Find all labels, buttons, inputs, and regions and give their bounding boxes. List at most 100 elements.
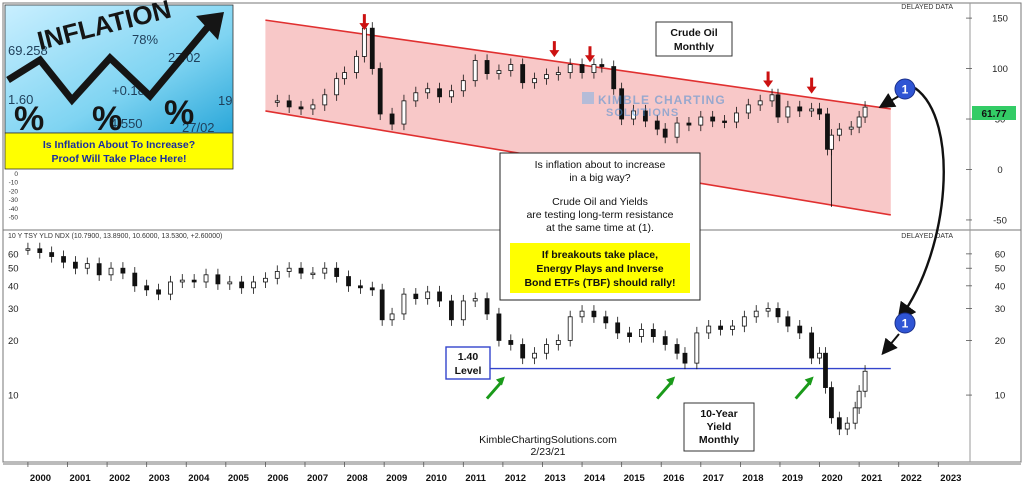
yield-candle-46 bbox=[567, 316, 573, 341]
yield-candle-20 bbox=[263, 277, 268, 283]
x-tick-0: 2000 bbox=[30, 473, 51, 484]
yield-candle-74 bbox=[856, 390, 862, 409]
yield-candle-24 bbox=[310, 272, 316, 276]
x-tick-3: 2003 bbox=[149, 473, 170, 484]
yield-candle-56 bbox=[682, 352, 688, 364]
oil-candle-45 bbox=[775, 94, 781, 118]
x-tick-22: 2022 bbox=[901, 473, 922, 484]
yield-left-axis: 60 50 40 30 20 10 bbox=[8, 249, 19, 401]
yield-candle-29 bbox=[369, 287, 375, 291]
oil-candle-51 bbox=[829, 134, 834, 150]
inset-caption-line-1: Is Inflation About To Increase? bbox=[43, 139, 195, 151]
marker-oil-label: 1 bbox=[902, 83, 909, 97]
yield-candle-73 bbox=[852, 407, 858, 424]
yield-candle-13 bbox=[179, 279, 185, 283]
x-tick-10: 2010 bbox=[426, 473, 447, 484]
yield-candle-11 bbox=[156, 289, 161, 295]
yield-candle-38 bbox=[472, 298, 478, 302]
yield-candle-69 bbox=[823, 352, 828, 388]
inset-arrow-icon bbox=[196, 12, 224, 40]
oil-candle-54 bbox=[856, 116, 862, 128]
yield-candle-3 bbox=[61, 256, 66, 263]
yield-candle-33 bbox=[413, 293, 419, 300]
yield-candle-16 bbox=[215, 274, 221, 285]
crude-title-box bbox=[655, 21, 733, 57]
oil-candle-2 bbox=[298, 106, 304, 110]
oil-candle-15 bbox=[437, 88, 442, 98]
level-box-label: Level bbox=[455, 365, 482, 377]
yield-candle-27 bbox=[346, 276, 351, 287]
oil-right-tick-4: -50 bbox=[993, 215, 1007, 226]
yield-candle-75 bbox=[862, 370, 868, 392]
x-tick-1: 2001 bbox=[69, 473, 91, 484]
yield-candle-2 bbox=[49, 252, 55, 257]
oil-candle-8 bbox=[361, 27, 367, 57]
level-box-value: 1.40 bbox=[458, 351, 479, 363]
inflation-inset: 69.258 27/02 +0.18 4.550 78% 1.60 19 27/… bbox=[4, 0, 234, 170]
channel-resistance-line bbox=[265, 19, 891, 110]
oil-candle-18 bbox=[472, 60, 478, 82]
x-tick-12: 2012 bbox=[505, 473, 526, 484]
oil-candle-32 bbox=[631, 110, 636, 120]
oil-candle-13 bbox=[413, 92, 419, 102]
inset-number-8: 27/02 bbox=[182, 120, 215, 135]
oil-candle-23 bbox=[532, 78, 537, 84]
oil-candle-31 bbox=[619, 88, 625, 120]
oil-candle-40 bbox=[722, 120, 727, 123]
oil-candle-42 bbox=[745, 104, 751, 114]
yield-candle-23 bbox=[298, 267, 304, 274]
annotation-line-6: at the same time at (1). bbox=[546, 222, 654, 234]
yield-candle-21 bbox=[274, 271, 280, 279]
x-tick-8: 2008 bbox=[347, 473, 368, 484]
support-test-arrows bbox=[485, 376, 814, 400]
oil-candle-29 bbox=[599, 64, 605, 67]
yield-candle-50 bbox=[615, 322, 621, 334]
yield-candle-64 bbox=[775, 308, 781, 318]
inset-percent-2: % bbox=[92, 100, 122, 138]
yield-candle-61 bbox=[741, 316, 747, 327]
yield-candle-57 bbox=[694, 332, 700, 364]
connector-arrow bbox=[897, 87, 945, 322]
yield-candle-39 bbox=[484, 298, 490, 315]
annotation-highlight-1: If breakouts take place, bbox=[542, 249, 658, 261]
oil-right-tick-0: 150 bbox=[992, 14, 1008, 25]
oil-candle-35 bbox=[662, 128, 668, 138]
oil-candle-39 bbox=[710, 116, 716, 122]
x-tick-20: 2020 bbox=[822, 473, 843, 484]
yield-candle-22 bbox=[286, 267, 292, 272]
oil-left-tick-12: -20 bbox=[9, 188, 19, 195]
oil-candle-33 bbox=[642, 110, 648, 122]
green-arrow-shaft-1 bbox=[656, 381, 673, 400]
green-arrow-head-0 bbox=[495, 376, 505, 386]
yield-candle-17 bbox=[227, 281, 233, 285]
crude-title-line-1: Crude Oil bbox=[670, 27, 717, 39]
yield-candle-12 bbox=[168, 281, 173, 295]
yield-candle-68 bbox=[817, 352, 822, 359]
resistance-test-arrows bbox=[359, 14, 817, 94]
yield-candle-43 bbox=[532, 352, 537, 359]
oil-candle-28 bbox=[591, 64, 597, 73]
yield-candle-8 bbox=[120, 267, 126, 274]
yield-candle-47 bbox=[579, 310, 585, 318]
yield-candle-71 bbox=[836, 417, 842, 430]
annotation-line-5: are testing long-term resistance bbox=[526, 209, 673, 221]
red-arrow-1 bbox=[549, 41, 560, 58]
oil-left-tick-11: -10 bbox=[9, 180, 19, 187]
yield-candle-53 bbox=[650, 329, 656, 337]
oil-candle-38 bbox=[698, 116, 704, 126]
oil-right-tick-2: 50 bbox=[995, 115, 1006, 126]
svg-text:SOLUTIONS: SOLUTIONS bbox=[606, 107, 679, 119]
green-arrow-shaft-0 bbox=[485, 381, 503, 400]
oil-left-tick-10: 0 bbox=[14, 171, 18, 178]
red-arrow-0 bbox=[359, 14, 370, 31]
inset-caption-box bbox=[4, 132, 234, 170]
oil-candle-43 bbox=[757, 100, 763, 106]
annotation-highlight-2: Energy Plays and Inverse bbox=[536, 263, 663, 275]
yield-candle-62 bbox=[753, 310, 759, 318]
x-tick-11: 2011 bbox=[465, 473, 486, 484]
marker-yield-label: 1 bbox=[902, 317, 909, 331]
yield-left-tick-5: 10 bbox=[8, 391, 19, 402]
yield-right-tick-2: 40 bbox=[995, 281, 1006, 292]
x-tick-21: 2021 bbox=[861, 473, 883, 484]
yield-candle-7 bbox=[108, 267, 114, 276]
